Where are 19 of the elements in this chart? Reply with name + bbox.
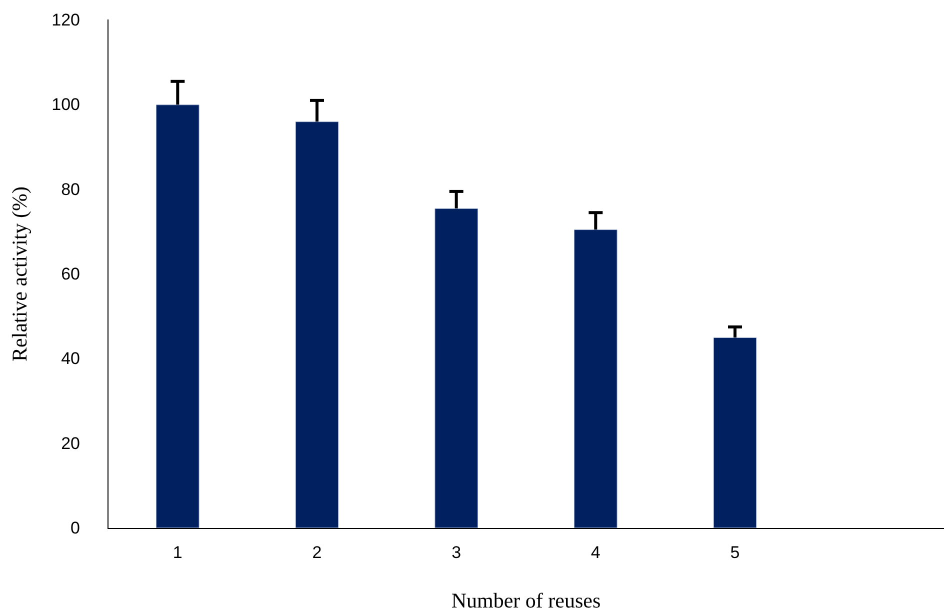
x-tick-label: 5 — [730, 543, 740, 562]
y-tick-label: 60 — [61, 264, 80, 284]
y-tick-label: 20 — [61, 434, 80, 453]
x-axis-title: Number of reuses — [451, 588, 601, 612]
y-tick-label: 0 — [70, 518, 80, 538]
bar — [156, 104, 200, 528]
x-tick-label: 2 — [312, 543, 322, 562]
x-tick-label: 3 — [452, 543, 462, 562]
y-tick-label: 100 — [52, 95, 80, 114]
y-tick-label: 40 — [61, 349, 80, 368]
bar — [295, 122, 339, 528]
bar — [574, 230, 618, 528]
x-tick-label: 4 — [590, 543, 600, 562]
bar — [713, 338, 757, 528]
x-tick-label: 1 — [172, 543, 182, 562]
y-tick-label: 80 — [61, 180, 80, 199]
y-tick-label: 120 — [52, 10, 80, 30]
y-axis-title: Relative activity (%) — [8, 186, 32, 362]
bar — [434, 208, 478, 528]
